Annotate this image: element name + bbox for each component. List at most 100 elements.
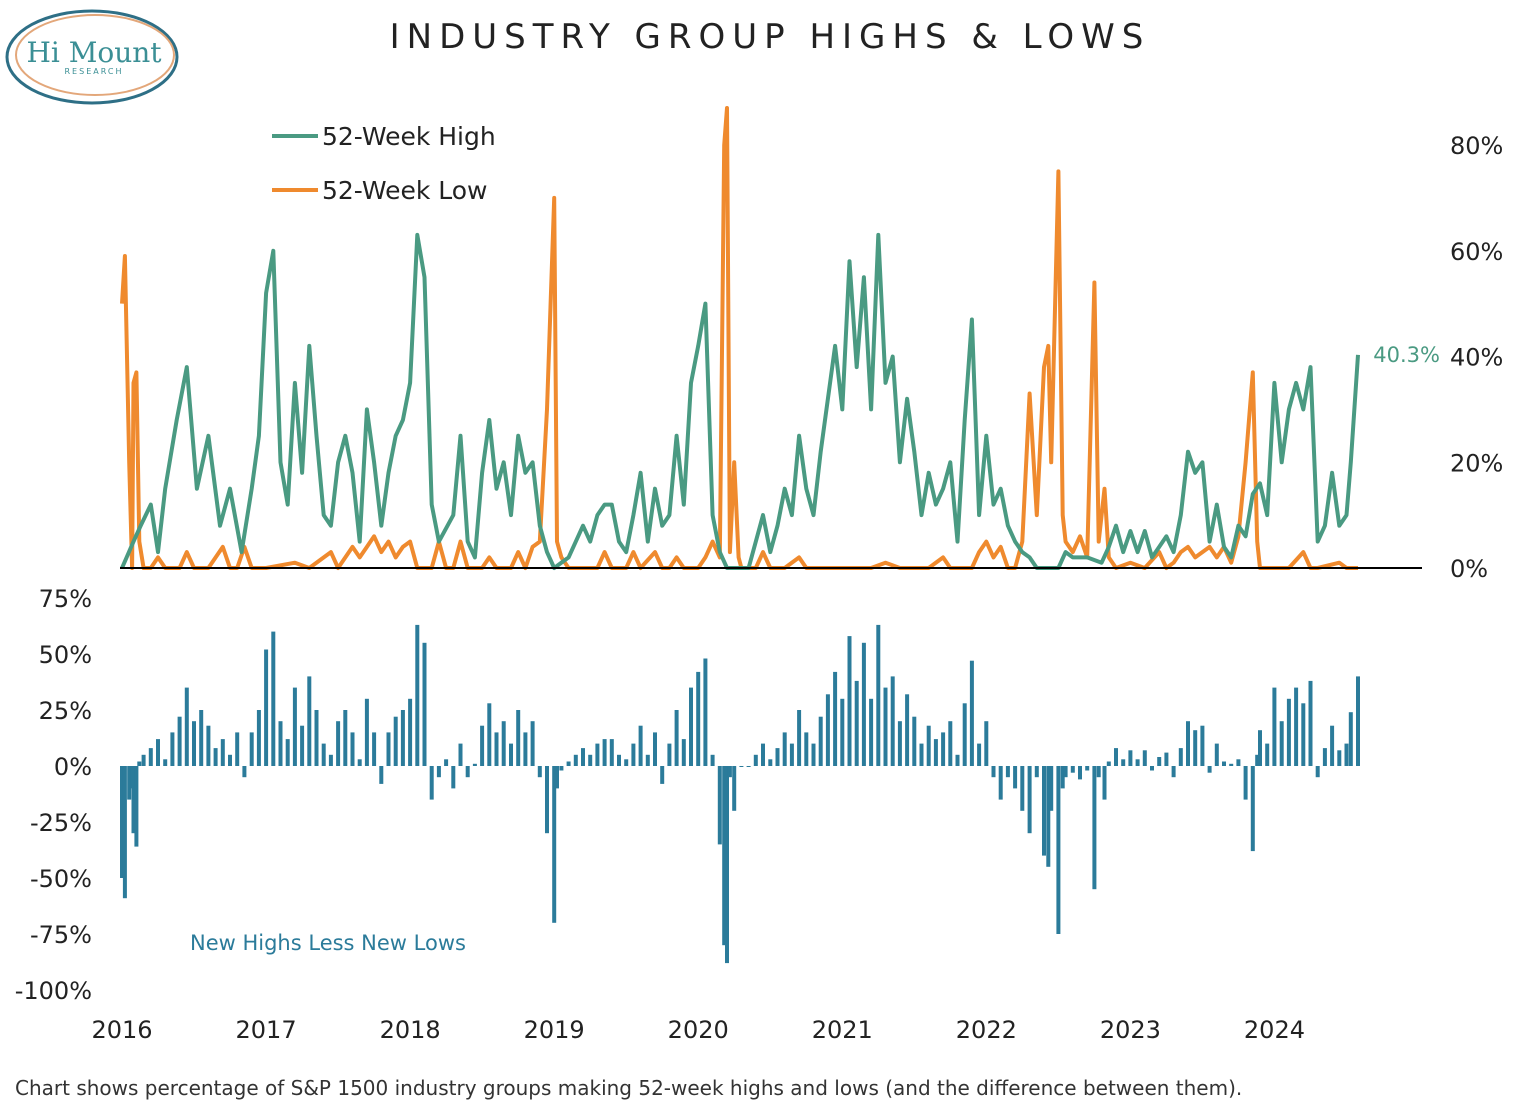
diff-bar <box>840 698 845 766</box>
diff-bar <box>328 754 333 766</box>
diff-bar <box>998 766 1003 800</box>
diff-bar <box>1060 766 1065 789</box>
bottom-y-tick-label: 0% <box>54 753 92 781</box>
diff-bar <box>876 624 881 766</box>
top-y-axis: 0% 20% 40% 60% 80% <box>1450 132 1503 583</box>
diff-bar <box>343 710 348 766</box>
diff-bar <box>1315 766 1320 778</box>
diff-bar <box>609 739 614 766</box>
diff-bar <box>1258 730 1262 766</box>
diff-bar <box>379 766 384 784</box>
top-y-tick-label: 60% <box>1450 238 1503 266</box>
bottom-y-tick-label: -75% <box>30 921 92 949</box>
diff-bar <box>984 721 989 766</box>
diff-bar <box>1229 763 1234 766</box>
diff-bar <box>782 732 787 766</box>
diff-bar <box>674 710 679 766</box>
diff-bar <box>408 698 413 766</box>
logo-ring-inner <box>15 14 175 96</box>
diff-bar <box>660 766 665 784</box>
diff-bar <box>847 636 852 766</box>
diff-bar <box>357 759 362 766</box>
x-tick-label: 2021 <box>812 1016 873 1044</box>
diff-bar <box>249 732 254 766</box>
diff-bar <box>727 766 732 778</box>
diff-bar <box>897 721 902 766</box>
diff-bar <box>1102 766 1107 800</box>
x-tick-label: 2017 <box>236 1016 297 1044</box>
diff-bar <box>1330 725 1335 766</box>
diff-bar <box>131 766 136 834</box>
diff-bar <box>955 754 960 766</box>
diff-bar <box>530 721 535 766</box>
diff-bar <box>581 748 585 766</box>
diff-bar <box>1207 766 1212 773</box>
diff-bar <box>1356 676 1360 766</box>
diff-bar <box>242 766 247 778</box>
diff-bar <box>537 766 542 778</box>
diff-bar <box>926 725 931 766</box>
diff-bar <box>789 743 794 766</box>
diff-bar <box>285 739 290 766</box>
diff-bar <box>1279 721 1284 766</box>
diff-bar <box>1150 766 1154 771</box>
diff-bar <box>278 721 283 766</box>
diff-bar <box>206 725 211 766</box>
diff-bar <box>861 642 866 766</box>
diff-bar <box>184 687 189 766</box>
diff-bar <box>804 732 809 766</box>
diff-bar <box>494 732 499 766</box>
logo-sub: RESEARCH <box>65 67 124 76</box>
diff-bar <box>624 759 629 766</box>
diff-bar <box>1135 759 1140 766</box>
diff-bar <box>314 710 319 766</box>
diff-bar <box>1255 754 1260 766</box>
diff-bar <box>761 743 765 766</box>
bottom-y-tick-label: 50% <box>39 641 92 669</box>
bottom-y-tick-label: -50% <box>30 865 92 893</box>
diff-bar <box>321 743 326 766</box>
diff-bar <box>732 766 737 811</box>
diff-bar <box>213 748 218 766</box>
x-tick-label: 2023 <box>1100 1016 1161 1044</box>
diff-bar <box>156 739 160 766</box>
diff-bar <box>422 642 427 766</box>
diff-bar <box>1294 687 1299 766</box>
diff-bar <box>811 743 816 766</box>
diff-bar <box>1348 712 1353 766</box>
diff-bar <box>912 716 917 766</box>
diff-bar <box>220 739 225 766</box>
diff-bar <box>689 687 693 766</box>
diff-bar <box>1200 725 1205 766</box>
diff-bar <box>1114 748 1118 766</box>
diff-bar <box>653 732 657 766</box>
x-axis: 2016 2017 2018 2019 2020 2021 2022 2023 2024 <box>91 1016 1305 1044</box>
diff-bar <box>364 698 369 766</box>
diff-bar <box>638 725 643 766</box>
diff-bar <box>825 694 830 766</box>
diff-bar <box>1164 752 1169 766</box>
diff-bar <box>1056 766 1061 934</box>
diff-bar <box>235 732 240 766</box>
top-y-tick-label: 80% <box>1450 132 1503 160</box>
diff-bar <box>1046 766 1051 867</box>
diff-bar <box>768 759 773 766</box>
diff-bar <box>555 766 559 789</box>
diff-bar <box>969 660 974 766</box>
diff-bar <box>1178 748 1183 766</box>
diff-bar <box>177 716 182 766</box>
diff-bar <box>818 716 823 766</box>
diff-bar <box>753 754 758 766</box>
series-line-52-week-low <box>120 106 1358 570</box>
diff-bar <box>292 687 297 766</box>
bottom-bars <box>120 624 1360 964</box>
x-tick-label: 2022 <box>956 1016 1017 1044</box>
diff-bar <box>1049 766 1054 811</box>
diff-bar <box>122 766 127 899</box>
diff-bar <box>746 766 751 767</box>
diff-bar <box>509 743 513 766</box>
diff-bar <box>681 739 686 766</box>
diff-bar <box>148 748 153 766</box>
diff-bar <box>667 743 672 766</box>
diff-bar <box>256 710 261 766</box>
